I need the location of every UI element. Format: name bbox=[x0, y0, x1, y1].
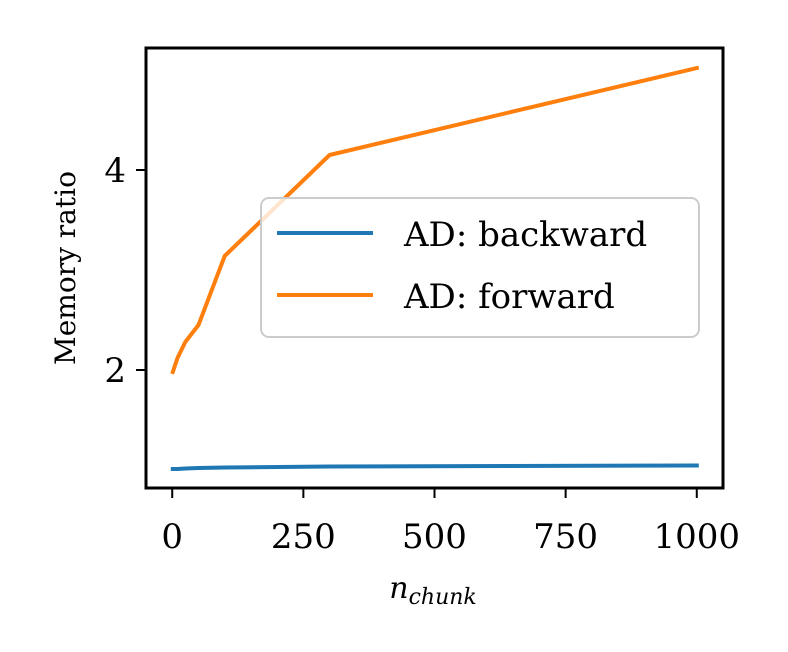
y-axis-label: Memory ratio bbox=[49, 171, 82, 365]
x-tick-label: 500 bbox=[402, 517, 467, 557]
x-tick-label: 250 bbox=[271, 517, 336, 557]
y-axis: 24 bbox=[104, 151, 146, 391]
plot-frame bbox=[144, 46, 725, 490]
x-axis: 0 250 500 750 1000 bbox=[161, 488, 740, 557]
legend-label-ad-backward: AD: backward bbox=[403, 215, 647, 255]
legend-label-ad-forward: AD: forward bbox=[403, 277, 615, 317]
x-tick-label: 1000 bbox=[654, 517, 741, 557]
y-tick-label: 4 bbox=[104, 151, 126, 191]
x-tick-label: 0 bbox=[161, 517, 183, 557]
y-tick-label: 2 bbox=[104, 351, 126, 391]
series-line-ad-forward bbox=[170, 65, 700, 375]
x-axis-label-subscript: chunk bbox=[409, 585, 477, 610]
series-layer bbox=[170, 65, 700, 471]
x-axis-label-base: n bbox=[389, 571, 408, 606]
legend: AD: backward AD: forward bbox=[260, 197, 700, 338]
x-axis-label: nchunk bbox=[389, 571, 477, 610]
x-tick-label: 750 bbox=[533, 517, 598, 557]
series-line-ad-backward bbox=[170, 463, 699, 471]
